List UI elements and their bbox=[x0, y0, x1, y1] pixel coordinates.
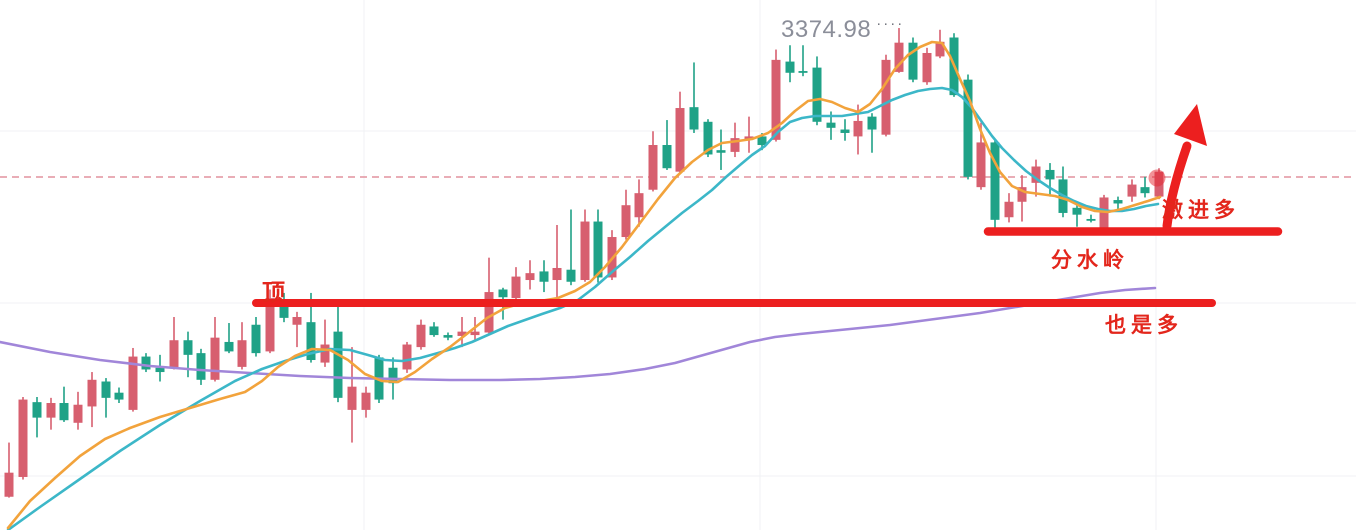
candle-down bbox=[279, 301, 289, 318]
candle-up bbox=[525, 273, 535, 281]
candle-down bbox=[703, 121, 713, 155]
candle-up bbox=[634, 193, 644, 218]
candle-up bbox=[320, 344, 330, 363]
candle-up bbox=[580, 221, 590, 281]
candle-up bbox=[922, 52, 932, 83]
candle-down bbox=[1045, 169, 1055, 180]
candle-up bbox=[730, 138, 740, 152]
candle-up bbox=[4, 472, 14, 497]
candle-down bbox=[990, 142, 1000, 220]
candle-down bbox=[826, 122, 836, 128]
candle-up bbox=[1031, 166, 1041, 183]
candle-down bbox=[963, 79, 973, 177]
candle-down bbox=[1072, 207, 1082, 215]
candle-down bbox=[689, 107, 699, 130]
candle-up bbox=[128, 356, 138, 410]
candle-down bbox=[196, 353, 206, 380]
candle-down bbox=[757, 136, 767, 146]
candle-up bbox=[169, 340, 179, 368]
candle-down bbox=[429, 326, 439, 336]
candle-up bbox=[935, 41, 945, 57]
candle-up bbox=[361, 392, 371, 410]
price-value: 3374.98 bbox=[781, 16, 872, 43]
candle-down bbox=[539, 271, 549, 282]
candle-up bbox=[675, 108, 685, 172]
candle-down bbox=[1113, 200, 1123, 204]
candle-up bbox=[1004, 201, 1014, 218]
candle-down bbox=[59, 403, 69, 421]
up-arrow-head-icon bbox=[1174, 104, 1207, 146]
ma-fast-orange bbox=[6, 40, 1162, 530]
candle-down bbox=[101, 381, 111, 398]
candle-down bbox=[155, 367, 165, 373]
candle-up bbox=[416, 324, 426, 348]
candle-up bbox=[976, 142, 986, 188]
candle-up bbox=[621, 205, 631, 238]
candle-down bbox=[251, 324, 261, 354]
candle-up bbox=[347, 386, 357, 410]
annotation-aggressive-long-label: 激进多 bbox=[1162, 198, 1240, 222]
candle-up bbox=[292, 317, 302, 325]
candle-down bbox=[908, 42, 918, 80]
candle-up bbox=[552, 267, 562, 281]
ma-slow-purple bbox=[0, 286, 1157, 382]
candle-down bbox=[32, 402, 42, 418]
candle-down bbox=[867, 116, 877, 130]
candle-down bbox=[593, 221, 603, 278]
annotation-top-label: 顶 bbox=[262, 280, 285, 305]
candle-up bbox=[73, 404, 83, 423]
candle-up bbox=[18, 399, 28, 477]
ma-mid-cyan bbox=[6, 86, 1160, 530]
last-price-marker-dot bbox=[1148, 169, 1166, 187]
candle-down bbox=[306, 322, 316, 361]
price-dots-icon: ···· bbox=[876, 15, 905, 32]
candle-up bbox=[457, 331, 467, 336]
candle-up bbox=[881, 59, 891, 135]
candle-up bbox=[46, 403, 56, 418]
candle-down bbox=[785, 61, 795, 73]
candle-up bbox=[853, 120, 863, 137]
candle-down bbox=[141, 356, 151, 370]
candle-down bbox=[333, 331, 343, 398]
candle-up bbox=[402, 344, 412, 370]
candle-up bbox=[87, 379, 97, 407]
candle-down bbox=[716, 150, 726, 153]
candle-down bbox=[114, 392, 124, 400]
candle-up bbox=[511, 276, 521, 299]
candle-down bbox=[498, 289, 508, 298]
candle-down bbox=[566, 269, 576, 282]
candle-up bbox=[1127, 184, 1137, 197]
annotation-watershed-label: 分水岭 bbox=[1051, 248, 1129, 272]
candle-up bbox=[237, 340, 247, 367]
candle-up bbox=[894, 42, 904, 72]
candle-down bbox=[840, 129, 850, 133]
price-readout: 3374.98 ···· bbox=[781, 15, 905, 44]
candle-down bbox=[1086, 218, 1096, 221]
candle-down bbox=[1140, 187, 1150, 194]
candle-up bbox=[648, 145, 658, 190]
candle-down bbox=[798, 71, 808, 73]
candle-down bbox=[443, 335, 453, 338]
candle-up bbox=[1017, 187, 1027, 202]
candle-up bbox=[744, 136, 754, 139]
candle-down bbox=[812, 67, 822, 122]
candle-down bbox=[224, 341, 234, 352]
candle-down bbox=[388, 367, 398, 384]
candle-up bbox=[210, 337, 220, 380]
candle-up bbox=[265, 298, 275, 352]
annotation-also-long-label: 也是多 bbox=[1105, 313, 1183, 337]
candle-up bbox=[484, 292, 494, 333]
candle-down bbox=[183, 340, 193, 355]
up-arrow-shaft bbox=[1162, 141, 1192, 231]
candle-up bbox=[470, 331, 480, 336]
candle-up bbox=[771, 59, 781, 140]
candle-down bbox=[662, 145, 672, 169]
